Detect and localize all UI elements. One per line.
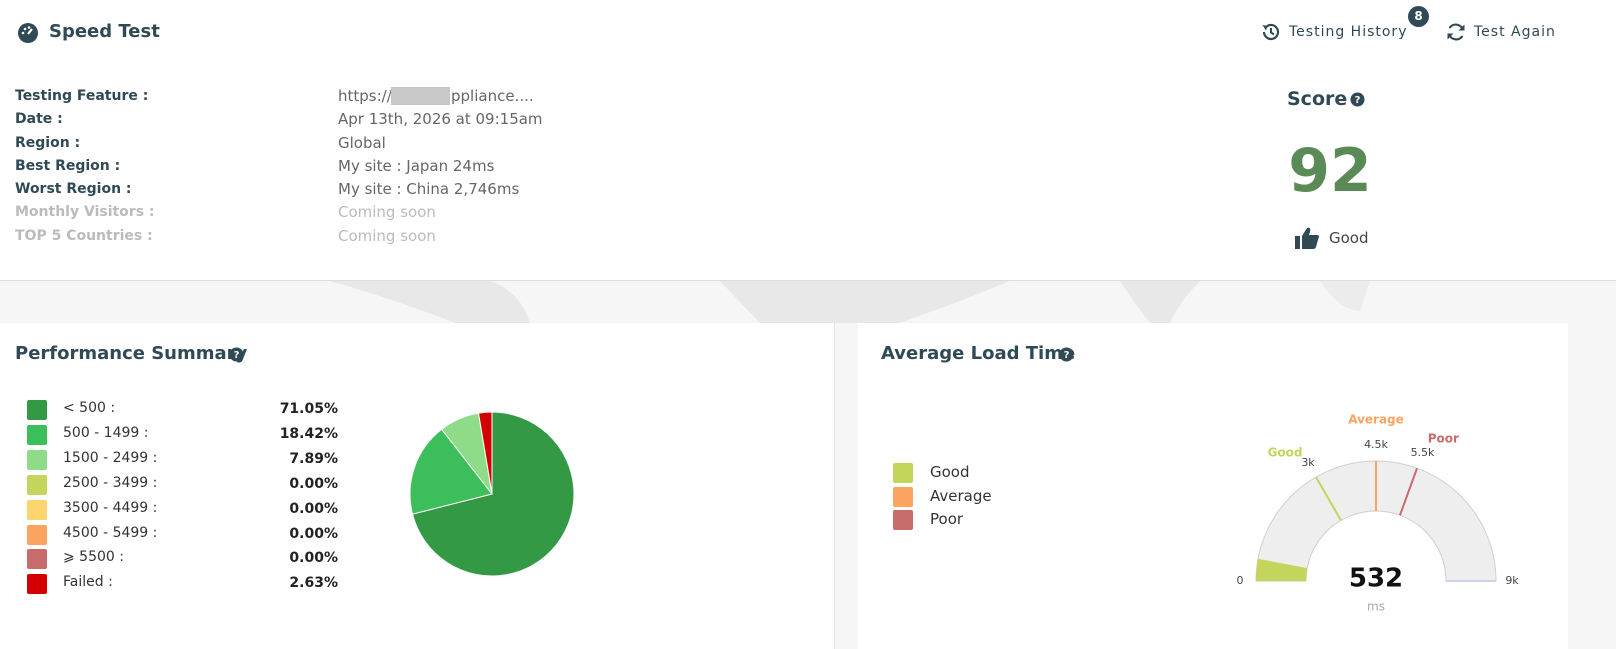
history-badge: 8 xyxy=(1408,6,1429,27)
gauge-track xyxy=(1255,460,1497,582)
info-value: My site : China 2,746ms xyxy=(338,180,520,198)
score-value: 92 xyxy=(1288,136,1372,206)
history-icon[interactable] xyxy=(1260,21,1282,43)
pie-slice xyxy=(409,428,493,515)
threshold-tick-label: 4.5k xyxy=(1364,438,1388,451)
map-background xyxy=(330,281,1370,323)
legend-label: Failed : xyxy=(63,574,113,591)
gauge-value xyxy=(1256,558,1308,581)
pie-slice xyxy=(477,411,493,495)
svg-text:?: ? xyxy=(1064,350,1070,361)
legend-swatch xyxy=(893,486,913,507)
legend-swatch xyxy=(27,474,47,495)
value-label: 2.63% xyxy=(289,575,338,592)
legend-label: Good xyxy=(930,463,970,481)
threshold-line xyxy=(1399,467,1418,516)
legend-swatch xyxy=(893,510,913,530)
speed-icon xyxy=(18,23,38,43)
info-value: https:// xyxy=(338,87,392,105)
legend-swatch xyxy=(27,424,47,445)
threshold-name: Average xyxy=(1348,413,1404,427)
test-again-button[interactable]: Test Again xyxy=(1474,24,1556,40)
pie-chart xyxy=(409,411,575,577)
help-icon[interactable]: ? xyxy=(1059,347,1074,362)
svg-text:?: ? xyxy=(1355,95,1361,106)
info-value: Coming soon xyxy=(338,227,436,245)
pie-slice xyxy=(411,411,575,577)
info-label: Region : xyxy=(15,135,81,151)
value-label: 0.00% xyxy=(289,550,338,567)
info-value: My site : Japan 24ms xyxy=(338,157,495,175)
value-label: 0.00% xyxy=(289,525,338,542)
info-value: Coming soon xyxy=(338,203,436,221)
legend-label: ⩾ 5500 : xyxy=(63,549,124,566)
score-rating: Good xyxy=(1329,229,1369,247)
history-button[interactable]: Testing History xyxy=(1289,24,1408,40)
legend-swatch xyxy=(27,449,47,470)
gauge-end-label: 9k xyxy=(1505,574,1519,587)
help-icon[interactable]: ? xyxy=(229,347,244,362)
panel-title: Performance Summary xyxy=(15,343,248,364)
gauge-end-label: 0 xyxy=(1237,574,1244,587)
legend-label: Poor xyxy=(930,510,964,528)
value-label: 7.89% xyxy=(289,450,338,467)
value-label: 71.05% xyxy=(279,401,338,417)
redacted-block xyxy=(391,87,450,105)
threshold-name: Good xyxy=(1268,446,1303,460)
svg-text:?: ? xyxy=(234,350,240,361)
page-title: Speed Test xyxy=(49,21,160,42)
legend-label: < 500 : xyxy=(63,400,116,416)
help-icon[interactable]: ? xyxy=(1350,92,1365,107)
performance-panel: Performance Summary ? < 500 : 71.05% 500 -… xyxy=(0,323,835,649)
info-value: Apr 13th, 2026 at 09:15am xyxy=(338,110,543,128)
legend-swatch xyxy=(27,549,47,570)
info-label: Monthly Visitors : xyxy=(15,204,155,220)
legend-label: 2500 - 3499 : xyxy=(63,474,158,491)
refresh-icon[interactable] xyxy=(1445,21,1467,43)
legend-label: 3500 - 4499 : xyxy=(63,499,158,516)
load-time-panel: Average Load Time ? Good Average Poor 3k Go… xyxy=(858,323,1568,649)
score-title: Score xyxy=(1287,88,1348,110)
info-label: Testing Feature : xyxy=(15,88,149,104)
threshold-tick-label: 5.5k xyxy=(1411,446,1435,459)
info-label: TOP 5 Countries : xyxy=(15,228,153,244)
legend-label: 4500 - 5499 : xyxy=(63,524,158,541)
gauge-unit: ms xyxy=(1367,600,1385,614)
legend-swatch xyxy=(27,524,47,545)
threshold-name: Poor xyxy=(1428,432,1459,446)
panel-title: Average Load Time xyxy=(881,343,1076,364)
info-label: Date : xyxy=(15,111,63,127)
info-label: Best Region : xyxy=(15,158,121,174)
legend-label: Average xyxy=(930,486,992,505)
threshold-tick-label: 3k xyxy=(1301,456,1315,469)
gauge-value-label: 532 xyxy=(1349,564,1403,594)
legend-label: 1500 - 2499 : xyxy=(63,449,158,466)
info-value: Global xyxy=(338,134,386,152)
info-label: Worst Region : xyxy=(15,181,132,197)
info-value: ppliance.... xyxy=(451,87,534,105)
legend-swatch xyxy=(27,400,47,420)
value-label: 18.42% xyxy=(279,425,338,442)
legend-swatch xyxy=(27,499,47,520)
value-label: 0.00% xyxy=(289,500,338,517)
threshold-line xyxy=(1315,476,1342,521)
legend-swatch xyxy=(893,463,913,483)
legend-label: 500 - 1499 : xyxy=(63,424,149,441)
legend-swatch xyxy=(27,574,47,595)
summary-header: Speed Test Testing History 8 Test Again … xyxy=(0,0,1616,281)
value-label: 0.00% xyxy=(289,475,338,492)
thumbs-up-icon xyxy=(1295,227,1319,249)
